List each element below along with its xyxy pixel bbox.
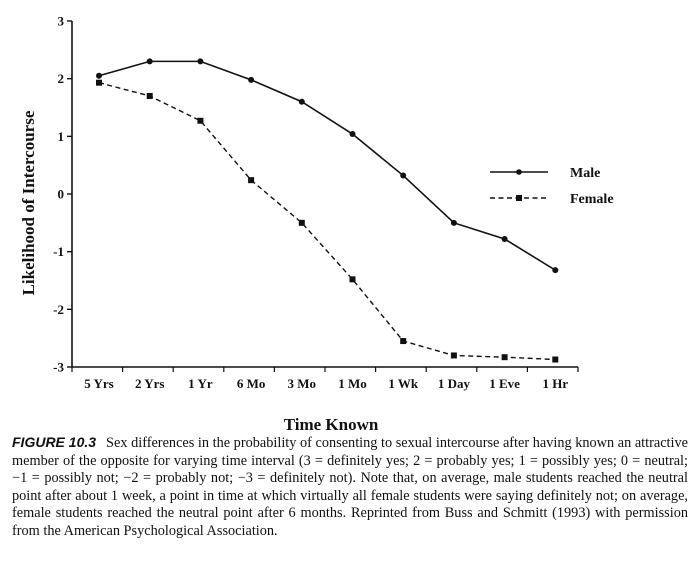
x-tick-label: 1 Eve (489, 376, 520, 391)
data-point-female (146, 92, 153, 99)
data-point-male (450, 219, 457, 226)
data-point-female (552, 356, 559, 363)
legend-item-female: Female (490, 192, 614, 207)
y-tick-label: -3 (53, 360, 64, 375)
data-point-male (349, 131, 356, 138)
x-tick-label: 1 Yr (188, 376, 213, 391)
data-point-male (400, 172, 407, 179)
figure-caption-text: Sex differences in the probability of co… (12, 435, 688, 539)
series-male (96, 58, 559, 274)
data-point-male (298, 98, 305, 105)
x-tick-labels: 5 Yrs 2 Yrs 1 Yr 6 Mo 3 Mo 1 Mo 1 Wk 1 Day 1 Eve… (84, 376, 568, 391)
data-point-female (248, 177, 255, 184)
x-tick-label: 1 Wk (388, 376, 419, 391)
legend-label-female: Female (570, 192, 614, 207)
legend-item-male: Male (490, 166, 600, 181)
legend-marker-female (516, 195, 522, 201)
y-tick-label: -2 (53, 302, 64, 317)
y-tick-label: -1 (53, 244, 64, 259)
data-point-female (501, 354, 508, 361)
y-axis-title: Likelihood of Intercourse (19, 110, 38, 295)
y-tick-label: 3 (58, 14, 65, 29)
data-point-male (501, 235, 508, 242)
y-tick-label: 0 (58, 187, 65, 202)
data-point-female (197, 117, 204, 124)
chart-axes (67, 20, 579, 372)
series-line-female (98, 82, 556, 361)
x-tick-label: 6 Mo (237, 376, 266, 391)
x-tick-label: 1 Day (438, 376, 471, 391)
data-point-male (197, 58, 204, 65)
figure-caption-label: FIGURE 10.3 (12, 434, 97, 450)
data-point-male (146, 58, 153, 65)
data-point-male (96, 72, 102, 79)
line-chart: 3 2 1 0 -1 -2 -3 5 Yrs 2 Yrs 1 Yr 6 Mo 3 Mo 1 Mo 1 W… (19, 14, 614, 435)
x-tick-label: 1 Mo (338, 376, 367, 391)
data-point-female (400, 338, 407, 345)
y-tick-label: 2 (58, 71, 65, 86)
data-point-female (450, 352, 457, 359)
series-layer (96, 58, 559, 363)
y-tick-label: 1 (58, 129, 65, 144)
data-point-female (96, 79, 102, 86)
x-tick-label: 5 Yrs (84, 376, 114, 391)
x-tick-label: 3 Mo (288, 376, 317, 391)
legend-marker-male (516, 169, 522, 175)
data-point-female (349, 276, 356, 283)
legend-label-male: Male (570, 166, 600, 181)
series-line-male (98, 60, 556, 271)
data-point-male (552, 267, 559, 274)
y-tick-labels: 3 2 1 0 -1 -2 -3 (53, 14, 64, 375)
data-point-female (298, 219, 305, 226)
data-point-male (248, 76, 255, 83)
x-tick-label: 2 Yrs (135, 376, 165, 391)
series-female (96, 79, 559, 363)
x-axis-title: Time Known (284, 415, 379, 434)
figure-caption: FIGURE 10.3 Sex differences in the probab… (12, 434, 688, 541)
x-tick-label: 1 Hr (542, 376, 568, 391)
legend: Male Female (490, 166, 614, 207)
